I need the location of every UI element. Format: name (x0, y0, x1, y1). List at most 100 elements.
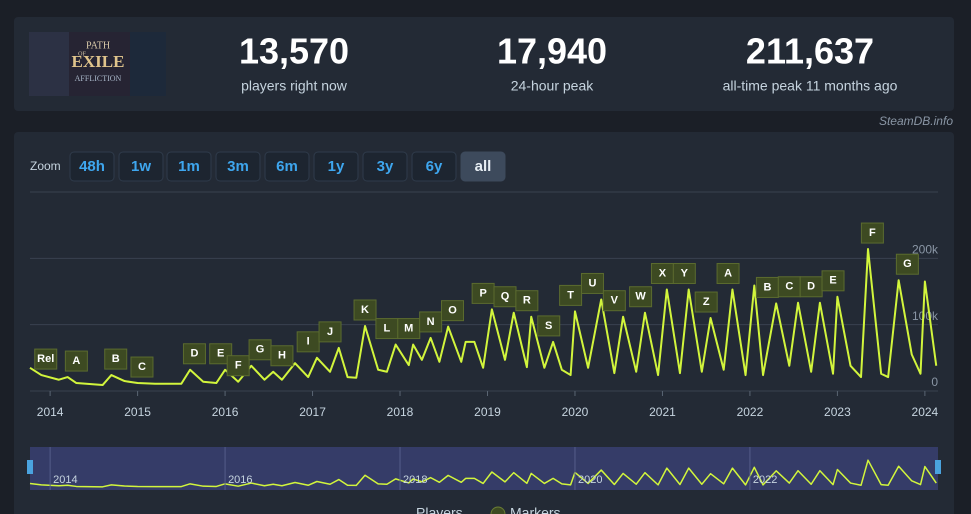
y-tick-label: 100k (912, 309, 939, 323)
zoom-button-label[interactable]: all (475, 158, 492, 175)
marker-flag[interactable] (209, 343, 233, 365)
marker-flag[interactable] (694, 291, 718, 313)
credit: SteamDB.info (879, 114, 953, 128)
stat-value: 13,570 (239, 31, 349, 72)
marker-flag[interactable] (226, 355, 250, 377)
marker-label: F (235, 360, 242, 372)
zoom-button-label[interactable]: 1y (328, 158, 345, 175)
x-tick-label: 2017 (299, 405, 326, 419)
marker-flag[interactable] (821, 270, 845, 292)
marker-label: A (724, 267, 732, 279)
marker-label: P (479, 287, 486, 299)
marker-flag[interactable] (353, 299, 377, 321)
marker-flag[interactable] (64, 350, 88, 372)
zoom-button-label[interactable]: 6y (426, 158, 443, 175)
x-tick-label: 2024 (912, 405, 939, 419)
marker-flag[interactable] (515, 290, 539, 312)
navigator-tick-label: 2018 (403, 474, 427, 486)
marker-flag[interactable] (716, 263, 740, 285)
navigator-tick-label: 2014 (53, 474, 77, 486)
marker-label: E (217, 348, 224, 360)
logo-text: PATH (86, 40, 110, 51)
marker-label: C (138, 361, 146, 373)
zoom-button[interactable] (264, 151, 310, 182)
marker-flag[interactable] (130, 356, 154, 378)
stat-label: 24-hour peak (511, 78, 595, 94)
marker-label: O (448, 305, 457, 317)
marker-label: B (112, 353, 120, 365)
marker-flag[interactable] (672, 263, 696, 285)
zoom-button-label[interactable]: 3y (377, 158, 394, 175)
marker-label: G (256, 344, 265, 356)
marker-flag[interactable] (559, 284, 583, 306)
navigator-handle[interactable] (935, 460, 941, 474)
x-tick-label: 2021 (649, 405, 676, 419)
marker-flag[interactable] (34, 348, 58, 370)
marker-label: T (567, 289, 574, 301)
zoom-label: Zoom (30, 159, 61, 173)
zoom-button[interactable] (460, 151, 506, 182)
navigator-handle[interactable] (27, 460, 33, 474)
marker-flag[interactable] (104, 348, 128, 370)
marker-label: D (807, 281, 815, 293)
marker-flag[interactable] (270, 345, 294, 367)
zoom-button[interactable] (362, 151, 408, 182)
zoom-button[interactable] (118, 151, 164, 182)
marker-flag[interactable] (537, 315, 561, 337)
zoom-buttons: 48h 1w 1m 3m 6m 1y 3y 6y all (69, 151, 506, 182)
x-tick-label: 2023 (824, 405, 851, 419)
marker-flag[interactable] (419, 311, 443, 333)
x-tick-label: 2022 (737, 405, 764, 419)
stat-value: 211,637 (746, 31, 874, 72)
marker-label: N (427, 316, 435, 328)
zoom-button[interactable] (313, 151, 359, 182)
y-tick-label: 200k (912, 243, 939, 257)
x-tick-label: 2014 (37, 405, 64, 419)
chart-panel (14, 132, 954, 514)
marker-flag[interactable] (318, 321, 342, 343)
marker-label: J (327, 326, 333, 338)
stat-label: players right now (241, 78, 348, 94)
marker-flag[interactable] (182, 343, 206, 365)
stats-panel (14, 17, 954, 111)
marker-flag[interactable] (580, 272, 604, 294)
zoom-button[interactable] (69, 151, 115, 182)
zoom-button-label[interactable]: 3m (227, 158, 249, 175)
marker-flag[interactable] (602, 290, 626, 312)
legend-entry[interactable]: Markers (510, 505, 561, 514)
zoom-button[interactable] (411, 151, 457, 182)
zoom-button-label[interactable]: 1w (131, 158, 151, 175)
zoom-button[interactable] (166, 151, 212, 182)
marker-flag[interactable] (629, 286, 653, 308)
marker-label: D (190, 348, 198, 360)
zoom-button-label[interactable]: 48h (79, 158, 105, 175)
x-tick-label: 2018 (387, 405, 414, 419)
zoom-button-label[interactable]: 6m (276, 158, 298, 175)
logo-text: AFFLICTION (75, 74, 122, 83)
marker-label: Y (681, 267, 689, 279)
marker-label: C (785, 281, 793, 293)
marker-label: K (361, 304, 369, 316)
stat-label: all-time peak 11 months ago (723, 78, 898, 94)
legend-entry[interactable]: Players (416, 505, 463, 514)
logo-text: OF (78, 51, 86, 57)
zoom-button[interactable] (215, 151, 261, 182)
legend: Players Markers (416, 505, 561, 514)
navigator-tick-label: 2016 (228, 474, 252, 486)
marker-label: M (404, 322, 413, 334)
x-tick-label: 2015 (124, 405, 151, 419)
marker-label: X (659, 267, 667, 279)
marker-label: E (829, 275, 836, 287)
marker-label: B (763, 281, 771, 293)
marker-label: W (635, 291, 646, 303)
marker-flag[interactable] (895, 253, 919, 275)
marker-label: A (72, 355, 80, 367)
zoom-button-label[interactable]: 1m (178, 158, 200, 175)
navigator-series: 2014 2016 2018 2020 2022 (29, 447, 937, 490)
y-tick-label: 0 (931, 375, 938, 389)
marker-flag[interactable] (441, 300, 465, 322)
marker-label: L (384, 322, 391, 334)
marker-flag[interactable] (860, 222, 884, 244)
